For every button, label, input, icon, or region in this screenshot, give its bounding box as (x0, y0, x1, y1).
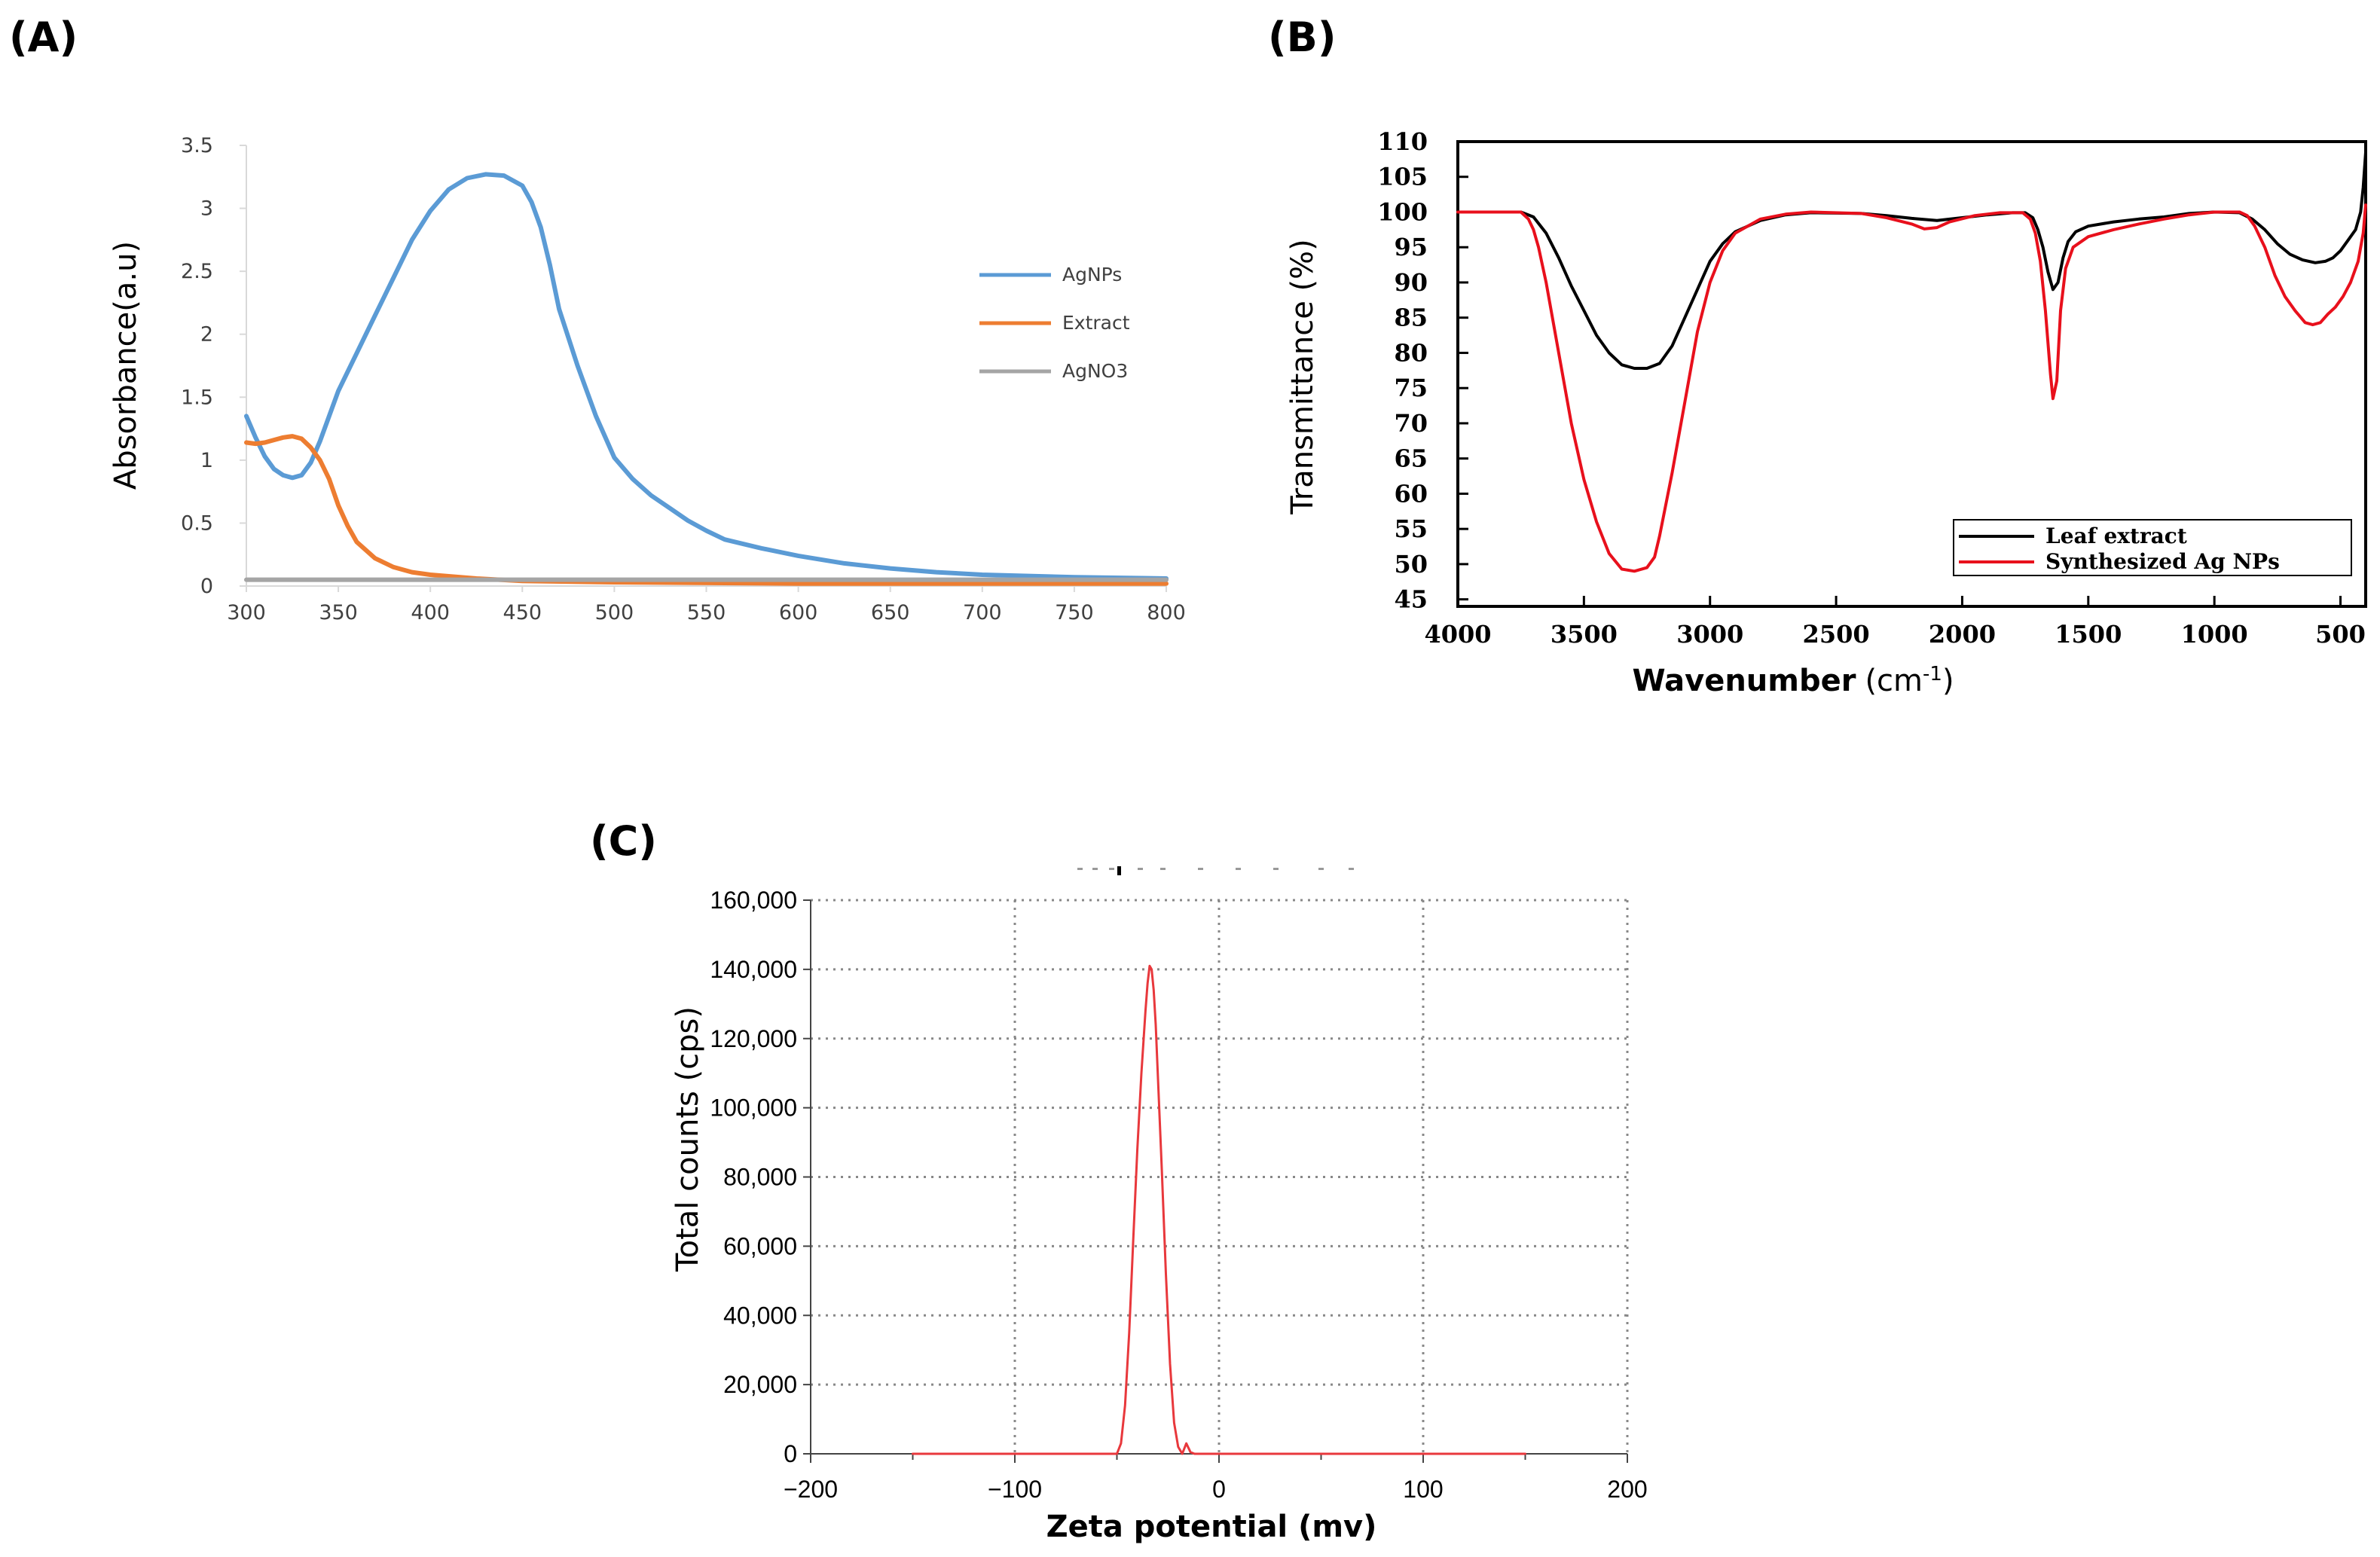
legend-label-agno3: AgNO3 (1062, 360, 1128, 382)
ftir-y-tick-label: 55 (1394, 514, 1428, 543)
ftir-y-tick-label: 65 (1394, 444, 1428, 473)
uv-vis-x-tick-label: 700 (963, 601, 1002, 624)
artifact-mark (1198, 868, 1203, 870)
uv-vis-x-tick-label: 500 (595, 601, 634, 624)
ftir-y-tick-label: 75 (1394, 374, 1428, 402)
uv-vis-x-tick-label: 650 (871, 601, 910, 624)
ftir-y-tick-label: 90 (1394, 268, 1428, 297)
ftir-y-tick-label: 95 (1394, 233, 1428, 261)
artifact-mark (1273, 868, 1279, 870)
uv-vis-y-tick-label: 3.5 (181, 134, 213, 157)
ftir-x-tick-label: 4000 (1424, 620, 1491, 649)
zeta-y-tick-label: 40,000 (723, 1302, 797, 1329)
uv-vis-y-axis-title: Absorbance(a.u) (108, 241, 143, 490)
ftir-legend: Leaf extract Synthesized Ag NPs (1953, 519, 2352, 576)
artifact-mark (1236, 868, 1241, 870)
uv-vis-chart: 0 0.5 1 1.5 2 2.5 3 3.5 300 350 400 450 500 550 600 65… (108, 134, 1186, 624)
zeta-x-tick-label: 0 (1212, 1476, 1226, 1503)
artifact-mark (1318, 868, 1324, 870)
uv-vis-x-tick-label: 550 (687, 601, 726, 624)
ftir-x-axis-title: Wavenumber (cm-1) (1632, 663, 1954, 698)
ftir-legend-box (1953, 519, 2352, 576)
uv-vis-y-tick-label: 1 (200, 449, 213, 472)
ftir-series-line-synthesized-ag-nps (1456, 203, 2367, 573)
zeta-y-tick-label: 100,000 (710, 1094, 797, 1122)
ftir-x-tick-label: 3000 (1676, 620, 1743, 649)
artifact-mark (1349, 868, 1354, 870)
ftir-x-tick-label: 2500 (1803, 620, 1870, 649)
zeta-x-tick-label: −100 (988, 1476, 1042, 1503)
panel-label-c: (C) (590, 817, 657, 865)
ftir-series-line-leaf-extract (1456, 151, 2367, 370)
panel-label-a: (A) (9, 14, 78, 61)
ftir-plot-frame (1456, 140, 2367, 608)
uv-vis-y-tick-label: 0 (200, 575, 213, 598)
uv-vis-x-tick-label: 800 (1147, 601, 1186, 624)
zeta-x-axis-title: Zeta potential (mv) (1046, 1510, 1377, 1544)
uv-vis-y-tick-label: 3 (200, 197, 213, 221)
uv-vis-x-tick-label: 300 (227, 601, 266, 624)
artifact-mark (1160, 868, 1166, 870)
uv-vis-x-tick-label: 600 (779, 601, 818, 624)
uv-vis-y-tick-label: 1.5 (181, 386, 213, 409)
ftir-y-tick-label: 70 (1394, 409, 1428, 438)
artifact-mark (1138, 868, 1143, 870)
artifact-mark (1077, 868, 1083, 870)
artifact-mark (1117, 866, 1121, 875)
ftir-x-title-unit: (cm (1865, 664, 1923, 698)
ftir-y-tick-label: 110 (1377, 127, 1428, 156)
zeta-y-tick-label: 120,000 (710, 1025, 797, 1052)
uv-vis-x-tick-label: 450 (503, 601, 542, 624)
ftir-y-tick-label: 80 (1394, 338, 1428, 367)
uv-vis-legend: AgNPs Extract AgNO3 (979, 264, 1130, 382)
uv-vis-y-tick-label: 0.5 (181, 511, 213, 535)
zeta-potential-chart: 0 20,000 40,000 60,000 80,000 100,000 120,000 1… (671, 866, 1648, 1544)
zeta-y-tick-label: 140,000 (710, 956, 797, 983)
scan-artifact-marks (1077, 866, 1354, 875)
ftir-x-tick-label: 2000 (1929, 620, 1996, 649)
zeta-y-tick-label: 60,000 (723, 1232, 797, 1259)
ftir-y-tick-label: 85 (1394, 304, 1428, 332)
zeta-x-tick-label: 200 (1607, 1476, 1647, 1503)
zeta-y-axis-title: Total counts (cps) (671, 1006, 705, 1272)
uv-vis-x-tick-label: 350 (319, 601, 358, 624)
zeta-y-tick-label: 0 (784, 1440, 797, 1467)
ftir-x-title-exp: -1 (1923, 663, 1942, 685)
ftir-x-tick-label: 1000 (2181, 620, 2248, 649)
zeta-x-tick-label: 100 (1403, 1476, 1443, 1503)
zeta-series-line-zeta-potential-distribution (912, 964, 1526, 1455)
uv-vis-y-tick-label: 2 (200, 323, 213, 347)
uv-vis-y-tick-label: 2.5 (181, 260, 213, 283)
panel-label-b: (B) (1268, 14, 1337, 61)
ftir-y-tick-label: 50 (1394, 550, 1428, 579)
legend-label-extract: Extract (1062, 312, 1130, 334)
uv-vis-x-tick-label: 750 (1055, 601, 1094, 624)
ftir-chart: 45 50 55 60 65 70 75 80 85 90 95 100 105 110 4000 3500… (1285, 127, 2367, 698)
ftir-y-tick-label: 60 (1394, 479, 1428, 508)
uv-vis-x-tick-label: 400 (411, 601, 450, 624)
ftir-x-tick-label: 500 (2315, 620, 2366, 649)
zeta-y-tick-label: 80,000 (723, 1164, 797, 1191)
legend-label-agnps: AgNPs (1062, 264, 1122, 285)
ftir-x-tick-label: 3500 (1551, 620, 1618, 649)
artifact-mark (1109, 868, 1114, 870)
artifact-mark (1092, 868, 1098, 870)
ftir-y-tick-label: 100 (1377, 197, 1428, 226)
ftir-x-title-main: Wavenumber (1632, 664, 1856, 698)
ftir-x-tick-label: 1500 (2055, 620, 2122, 649)
zeta-y-tick-label: 20,000 (723, 1371, 797, 1398)
uv-vis-series-line-extract (244, 434, 1169, 586)
legend-label-leaf-extract: Leaf extract (2045, 524, 2187, 548)
ftir-y-tick-label: 45 (1394, 585, 1428, 614)
zeta-x-tick-label: −200 (784, 1476, 838, 1503)
zeta-y-tick-label: 160,000 (710, 887, 797, 914)
legend-label-synthesized-ag-nps: Synthesized Ag NPs (2045, 549, 2280, 574)
ftir-x-title-close: ) (1942, 664, 1954, 698)
ftir-y-axis-title: Transmittance (%) (1285, 239, 1320, 515)
uv-vis-series-line-agnps (244, 172, 1169, 581)
ftir-y-tick-label: 105 (1377, 163, 1428, 191)
